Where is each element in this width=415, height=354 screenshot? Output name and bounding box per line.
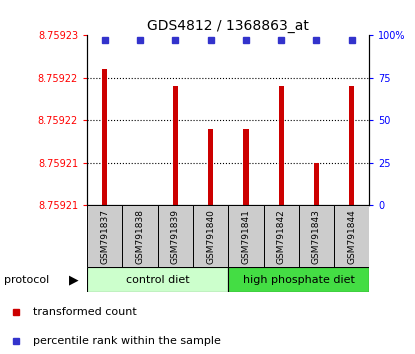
Bar <box>228 205 264 267</box>
Bar <box>278 86 284 205</box>
Bar <box>243 129 249 205</box>
Bar <box>193 205 228 267</box>
Text: GSM791837: GSM791837 <box>100 209 109 264</box>
Text: GSM791842: GSM791842 <box>277 209 286 264</box>
Bar <box>137 205 143 256</box>
Text: protocol: protocol <box>4 275 49 285</box>
Text: GSM791839: GSM791839 <box>171 209 180 264</box>
Text: high phosphate diet: high phosphate diet <box>243 275 355 285</box>
Bar <box>264 205 299 267</box>
Text: ▶: ▶ <box>69 273 79 286</box>
Bar <box>102 69 107 205</box>
Text: control diet: control diet <box>126 275 190 285</box>
Text: GSM791840: GSM791840 <box>206 209 215 264</box>
Bar <box>87 205 122 267</box>
Bar <box>208 129 213 205</box>
Text: GSM791844: GSM791844 <box>347 209 356 264</box>
Text: GSM791841: GSM791841 <box>242 209 250 264</box>
Title: GDS4812 / 1368863_at: GDS4812 / 1368863_at <box>147 19 309 33</box>
Bar <box>228 267 369 292</box>
Bar <box>122 205 158 267</box>
Bar <box>314 163 319 205</box>
Text: transformed count: transformed count <box>33 307 137 317</box>
Text: percentile rank within the sample: percentile rank within the sample <box>33 336 220 346</box>
Bar <box>349 86 354 205</box>
Bar <box>334 205 369 267</box>
Text: GSM791843: GSM791843 <box>312 209 321 264</box>
Bar <box>158 205 193 267</box>
Bar <box>173 86 178 205</box>
Text: GSM791838: GSM791838 <box>136 209 144 264</box>
Bar <box>87 267 228 292</box>
Bar <box>299 205 334 267</box>
